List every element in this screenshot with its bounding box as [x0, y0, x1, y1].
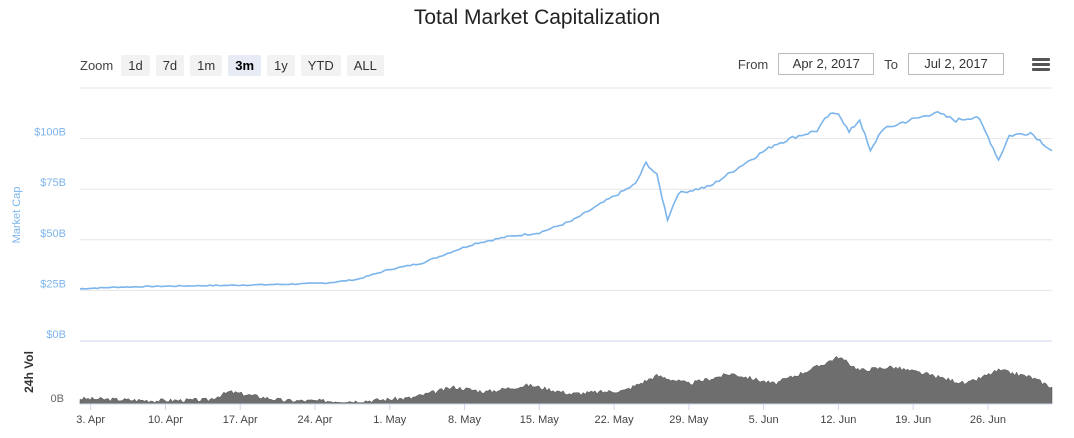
x-tick-label: 29. May	[669, 414, 709, 426]
x-tick-label: 1. May	[373, 414, 407, 426]
y-tick-label: $25B	[40, 278, 66, 290]
zoom-1d-button[interactable]: 1d	[121, 54, 150, 76]
zoom-controls: Zoom 1d 7d 1m 3m 1y YTD ALL	[80, 53, 390, 77]
hamburger-menu-icon[interactable]	[1032, 58, 1050, 72]
x-tick-label: 22. May	[594, 414, 634, 426]
chart-title: Total Market Capitalization	[413, 6, 661, 29]
from-label: From	[737, 56, 769, 72]
y-axis-ticks: $0B $25B $50B $75B $100B	[34, 127, 66, 341]
date-range: From Apr 2, 2017 To Jul 2, 2017	[738, 53, 1014, 75]
y-tick-label: $0B	[46, 329, 66, 341]
x-tick-label: 3. Apr	[76, 414, 105, 426]
x-tick-label: 5. Jun	[749, 414, 779, 426]
zoom-1y-button[interactable]: 1y	[267, 54, 295, 76]
zoom-3m-button[interactable]: 3m	[228, 54, 262, 76]
y-tick-label: $50B	[40, 228, 66, 240]
zoom-label: Zoom	[80, 57, 114, 73]
zoom-1m-button[interactable]: 1m	[190, 54, 223, 76]
y-axis-label: Market Cap	[11, 187, 23, 244]
to-label: To	[884, 56, 898, 72]
volume-axis-label: 24h Vol	[22, 351, 36, 393]
x-axis-ticks: 3. Apr 10. Apr 17. Apr 24. Apr 1. May 8. May 1…	[76, 404, 1006, 426]
x-tick-label: 10. Apr	[148, 414, 183, 426]
x-tick-label: 26. Jun	[970, 414, 1006, 426]
grid-lines	[80, 87, 1052, 342]
from-date-input[interactable]: Apr 2, 2017	[778, 53, 875, 75]
y-tick-label: $100B	[34, 127, 66, 139]
zoom-7d-button[interactable]: 7d	[155, 54, 185, 76]
x-tick-label: 19. Jun	[895, 414, 931, 426]
volume-tick-0b: 0B	[51, 393, 64, 405]
x-tick-label: 17. Apr	[223, 414, 258, 426]
y-tick-label: $75B	[40, 177, 66, 189]
to-date-input[interactable]: Jul 2, 2017	[908, 53, 1004, 75]
x-tick-label: 24. Apr	[298, 414, 333, 426]
volume-area	[79, 355, 1053, 405]
zoom-all-button[interactable]: ALL	[346, 54, 384, 76]
market-cap-line	[79, 110, 1053, 290]
x-tick-label: 12. Jun	[820, 414, 856, 426]
zoom-ytd-button[interactable]: YTD	[300, 54, 341, 76]
x-tick-label: 15. May	[520, 414, 560, 426]
x-tick-label: 8. May	[448, 414, 482, 426]
